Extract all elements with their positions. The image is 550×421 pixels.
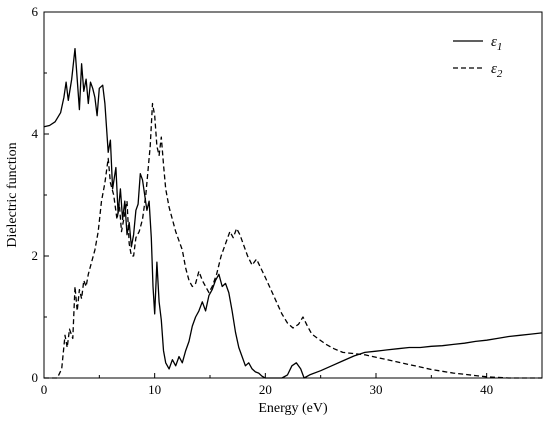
series-layer (43, 47, 543, 379)
legend-label-2: ε2 (491, 61, 503, 80)
y-tick-label: 4 (32, 126, 39, 141)
legend-subscript: 2 (497, 68, 503, 80)
legend-symbol: ε (491, 61, 497, 77)
y-axis: 0 2 4 6 (32, 4, 49, 385)
y-tick-label: 6 (32, 4, 39, 19)
x-axis-title: Energy (eV) (258, 401, 328, 416)
plot-frame (43, 11, 543, 379)
legend-subscript: 1 (497, 41, 503, 53)
series-line-1 (43, 47, 543, 379)
legend-symbol: ε (491, 34, 497, 50)
x-tick-label: 10 (148, 382, 161, 397)
series-line-2 (44, 102, 542, 379)
y-tick-label: 2 (32, 248, 39, 263)
x-tick-label: 20 (259, 382, 272, 397)
y-tick-label: 0 (32, 370, 39, 385)
x-tick-label: 40 (480, 382, 493, 397)
x-axis: 0 10 20 30 40 (41, 373, 493, 397)
x-tick-label: 0 (41, 382, 48, 397)
x-tick-label: 30 (370, 382, 383, 397)
y-axis-title: Dielectric function (5, 142, 20, 247)
legend-label-1: ε1 (491, 34, 502, 53)
